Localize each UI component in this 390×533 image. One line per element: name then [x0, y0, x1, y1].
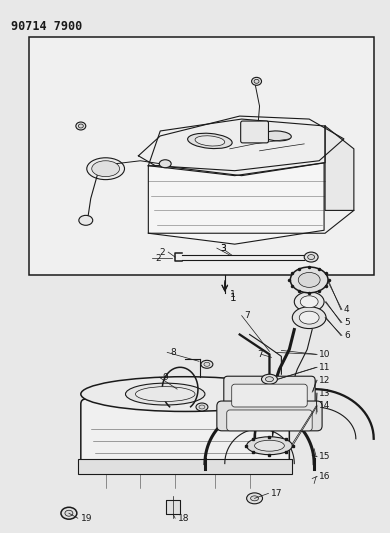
Ellipse shape [78, 124, 83, 128]
Ellipse shape [264, 131, 291, 141]
Text: 15: 15 [319, 452, 331, 461]
Text: 18: 18 [178, 514, 190, 523]
Polygon shape [148, 119, 325, 176]
Text: 90714 7900: 90714 7900 [11, 20, 83, 33]
Ellipse shape [159, 160, 171, 168]
Text: 1: 1 [230, 290, 236, 300]
Text: 17: 17 [271, 489, 283, 498]
Ellipse shape [236, 390, 264, 408]
Text: 7: 7 [257, 350, 263, 359]
Text: 3: 3 [220, 244, 225, 253]
Ellipse shape [300, 296, 318, 308]
FancyBboxPatch shape [81, 399, 289, 469]
Text: 7: 7 [245, 311, 250, 320]
Bar [78, 458, 292, 473]
Ellipse shape [246, 437, 292, 455]
Text: 14: 14 [319, 401, 330, 410]
Text: 2: 2 [160, 248, 165, 256]
Ellipse shape [298, 272, 320, 287]
FancyBboxPatch shape [232, 384, 307, 407]
Ellipse shape [195, 136, 225, 146]
FancyBboxPatch shape [224, 376, 315, 406]
Text: 8: 8 [170, 348, 176, 357]
Polygon shape [148, 163, 324, 244]
Ellipse shape [204, 362, 210, 366]
Text: 11: 11 [319, 363, 331, 372]
Ellipse shape [65, 510, 73, 516]
Ellipse shape [308, 255, 315, 260]
Ellipse shape [290, 267, 328, 293]
Text: 10: 10 [319, 350, 331, 359]
Ellipse shape [126, 383, 205, 405]
Ellipse shape [188, 133, 232, 149]
Ellipse shape [196, 403, 208, 411]
Ellipse shape [246, 493, 262, 504]
FancyBboxPatch shape [227, 410, 312, 431]
Ellipse shape [251, 496, 259, 501]
Text: 3: 3 [220, 244, 225, 253]
Text: 6: 6 [344, 331, 350, 340]
Ellipse shape [292, 306, 326, 328]
Text: 9: 9 [162, 373, 168, 382]
FancyBboxPatch shape [217, 401, 322, 431]
Ellipse shape [294, 292, 324, 312]
Polygon shape [325, 126, 354, 211]
Bar [166, 500, 180, 514]
Text: 4: 4 [344, 305, 349, 314]
Ellipse shape [87, 158, 124, 180]
Text: 16: 16 [319, 472, 331, 481]
FancyBboxPatch shape [241, 121, 268, 143]
Text: 1: 1 [230, 293, 236, 303]
Bar [29, 37, 374, 275]
Ellipse shape [262, 374, 277, 384]
Ellipse shape [201, 360, 213, 368]
Ellipse shape [61, 507, 77, 519]
Ellipse shape [255, 440, 284, 451]
Ellipse shape [92, 161, 120, 176]
Ellipse shape [254, 79, 259, 83]
Ellipse shape [199, 405, 205, 409]
Ellipse shape [81, 377, 289, 411]
Ellipse shape [304, 252, 318, 262]
Text: 5: 5 [344, 318, 350, 327]
Text: 19: 19 [81, 514, 92, 523]
Ellipse shape [252, 77, 262, 85]
Text: 12: 12 [319, 376, 330, 385]
Ellipse shape [76, 122, 86, 130]
Ellipse shape [135, 386, 195, 401]
Text: 13: 13 [319, 389, 331, 398]
Ellipse shape [79, 215, 93, 225]
Text: 2: 2 [155, 254, 161, 263]
Ellipse shape [299, 311, 319, 324]
Ellipse shape [266, 377, 273, 382]
